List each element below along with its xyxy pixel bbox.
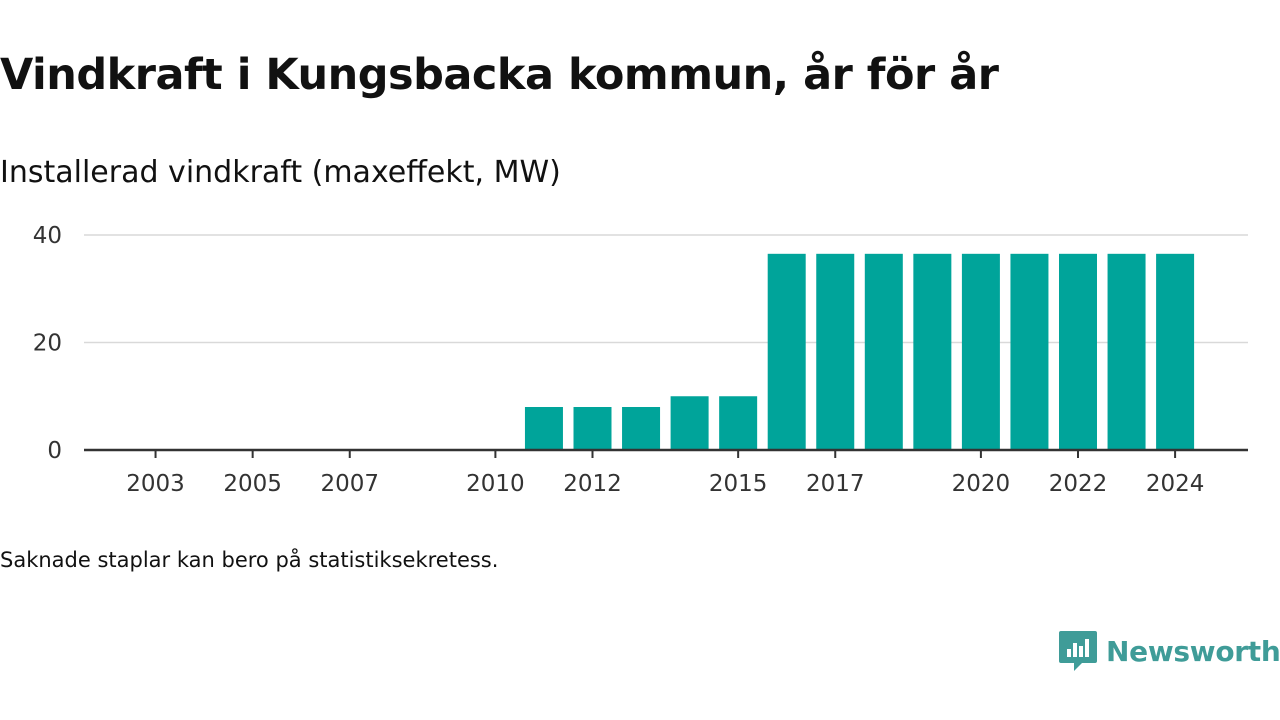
bar-2017 bbox=[816, 253, 855, 450]
x-tick-label: 2005 bbox=[223, 471, 282, 497]
gridlines bbox=[84, 234, 1248, 344]
bar-2011 bbox=[524, 407, 563, 450]
bar-2022 bbox=[1059, 253, 1097, 450]
x-tick-label: 2020 bbox=[952, 471, 1011, 497]
x-tick-labels: 2003 2005 2007 2010 2012 2015 2017 2020 2022 2024 bbox=[126, 471, 1204, 497]
x-tick-label: 2007 bbox=[320, 471, 379, 497]
bar-2020 bbox=[961, 253, 1000, 450]
x-tick-label: 2003 bbox=[126, 471, 185, 497]
x-tick-label: 2015 bbox=[709, 471, 768, 497]
x-tick-label: 2022 bbox=[1049, 471, 1108, 497]
y-tick-label: 0 bbox=[47, 438, 62, 464]
newsworthy-chart-bubble-icon bbox=[1059, 631, 1097, 671]
x-tick-label: 2010 bbox=[466, 471, 525, 497]
y-tick-labels: 0 20 40 bbox=[33, 223, 62, 464]
chart-title: Vindkraft i Kungsbacka kommun, år för år bbox=[0, 50, 999, 100]
bar-2024 bbox=[1156, 253, 1195, 450]
y-tick-label: 20 bbox=[33, 331, 62, 357]
x-tick-label: 2012 bbox=[563, 471, 622, 497]
y-tick-label: 40 bbox=[33, 223, 62, 249]
bar-2021 bbox=[1010, 253, 1049, 450]
x-tick-label: 2024 bbox=[1146, 471, 1205, 497]
chart-subtitle: Installerad vindkraft (maxeffekt, MW) bbox=[0, 155, 561, 190]
bar-2016 bbox=[767, 253, 806, 450]
bars bbox=[524, 253, 1195, 450]
brand-logo: Newsworthy bbox=[1058, 628, 1280, 674]
bar-2023 bbox=[1107, 253, 1146, 450]
bar-2014 bbox=[670, 396, 709, 450]
bar-2012 bbox=[573, 407, 612, 450]
bar-2013 bbox=[622, 407, 661, 450]
bar-2019 bbox=[913, 253, 952, 450]
x-tick-label: 2017 bbox=[806, 471, 865, 497]
axes bbox=[84, 448, 1248, 458]
bar-2018 bbox=[864, 253, 903, 450]
footnote: Saknade staplar kan bero på statistiksek… bbox=[0, 548, 499, 572]
bar-2015 bbox=[719, 396, 758, 450]
brand-name: Newsworthy bbox=[1106, 634, 1280, 668]
